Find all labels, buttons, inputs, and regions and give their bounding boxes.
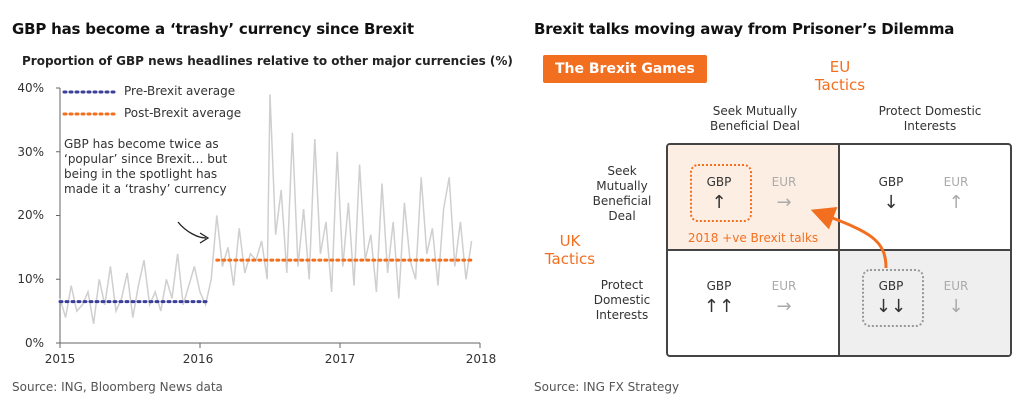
row-head-line: Domestic [593,293,651,307]
matrix-cell-top-right: GBP ↓ EUR ↑ [840,145,1010,251]
matrix-cell-top-left: GBP ↑ EUR → 2018 +ve Brexit talks [668,145,840,251]
gbp-label: GBP [706,175,732,189]
right-source: Source: ING FX Strategy [534,380,680,394]
y-tick-label: 0% [24,336,44,350]
gbp-headlines-series-line [59,94,473,325]
eur-down-arrow-icon: ↓ [948,296,964,317]
legend-post-brexit-label: Post-Brexit average [124,106,242,120]
eur-label: EUR [943,279,969,293]
payoff-matrix: GBP ↑ EUR → 2018 +ve Brexit talks GBP ↓ … [666,143,1012,357]
uk-label-line: UK [559,232,581,250]
left-chart-title: GBP has become a ‘trashy’ currency since… [12,20,414,38]
y-tick-label: 10% [17,272,44,286]
gbp-highlight-box [690,164,752,222]
eur-up-arrow-icon: ↑ [948,192,964,213]
col-head-protect-interests: Protect Domestic Interests [850,104,1010,134]
col-head-line: Interests [903,119,957,133]
annotation-line: made it a ‘trashy’ currency [64,182,227,196]
annotation-line: being in the spotlight has [64,167,218,181]
eur-right-arrow-icon: → [776,296,792,317]
col-head-line: Seek Mutually [712,104,798,118]
gbp-label: GBP [878,279,904,293]
right-chart-title: Brexit talks moving away from Prisoner’s… [534,20,955,38]
row-head-line: Beneficial [592,194,652,208]
row-head-seek-deal: Seek Mutually Beneficial Deal [580,164,664,224]
transition-arrow-icon [810,206,888,269]
legend-pre-brexit-label: Pre-Brexit average [124,84,236,98]
brexit-games-badge: The Brexit Games [543,55,707,83]
gbp-label: GBP [878,175,904,189]
gbp-double-down-arrow-icon: ↓↓ [875,296,907,317]
row-head-line: Protect [600,278,644,292]
left-chart-plot [56,87,481,348]
gbp-label: GBP [706,279,732,293]
y-tick-label: 30% [17,145,44,159]
left-source: Source: ING, Bloomberg News data [12,380,223,394]
uk-tactics-label: UK Tactics [530,232,610,268]
row-head-line: Deal [608,209,636,223]
row-head-line: Mutually [596,179,648,193]
eur-label: EUR [943,175,969,189]
x-tick-label: 2017 [324,352,356,366]
row-head-protect-interests: Protect Domestic Interests [580,278,664,323]
annotation-line: ‘popular’ since Brexit… but [64,152,228,166]
eu-label-line: EU [829,58,851,76]
annotation-arrowhead-icon [199,232,210,244]
cell-note: 2018 +ve Brexit talks [687,231,819,245]
col-head-line: Protect Domestic [878,104,982,118]
x-tick-label: 2015 [44,352,76,366]
x-tick-label: 2016 [182,352,214,366]
uk-label-line: Tactics [544,250,596,268]
col-head-line: Beneficial Deal [710,119,800,133]
matrix-cell-bottom-left: GBP ↑↑ EUR → [668,251,840,355]
y-tick-label: 20% [17,208,44,222]
eur-label: EUR [771,175,797,189]
matrix-cell-bottom-right: GBP ↓↓ EUR ↓ [840,251,1010,355]
eur-right-arrow-icon: → [776,192,792,213]
x-tick-label: 2018 [465,352,497,366]
chart-annotation: GBP has become twice as ‘popular’ since … [64,137,254,197]
left-chart-subtitle: Proportion of GBP news headlines relativ… [22,54,513,68]
y-tick-label: 40% [17,81,44,95]
gbp-up-arrow-icon: ↑ [711,192,727,213]
annotation-arrow-line [177,221,207,239]
gbp-down-arrow-icon: ↓ [883,192,899,213]
gbp-shaded-box [862,269,924,327]
row-head-line: Seek [607,164,637,178]
row-head-line: Interests [595,308,649,322]
annotation-line: GBP has become twice as [64,137,219,151]
eu-tactics-label: EU Tactics [800,58,880,94]
gbp-double-up-arrow-icon: ↑↑ [703,296,735,317]
eur-label: EUR [771,279,797,293]
eu-label-line: Tactics [814,76,866,94]
col-head-seek-deal: Seek Mutually Beneficial Deal [680,104,830,134]
